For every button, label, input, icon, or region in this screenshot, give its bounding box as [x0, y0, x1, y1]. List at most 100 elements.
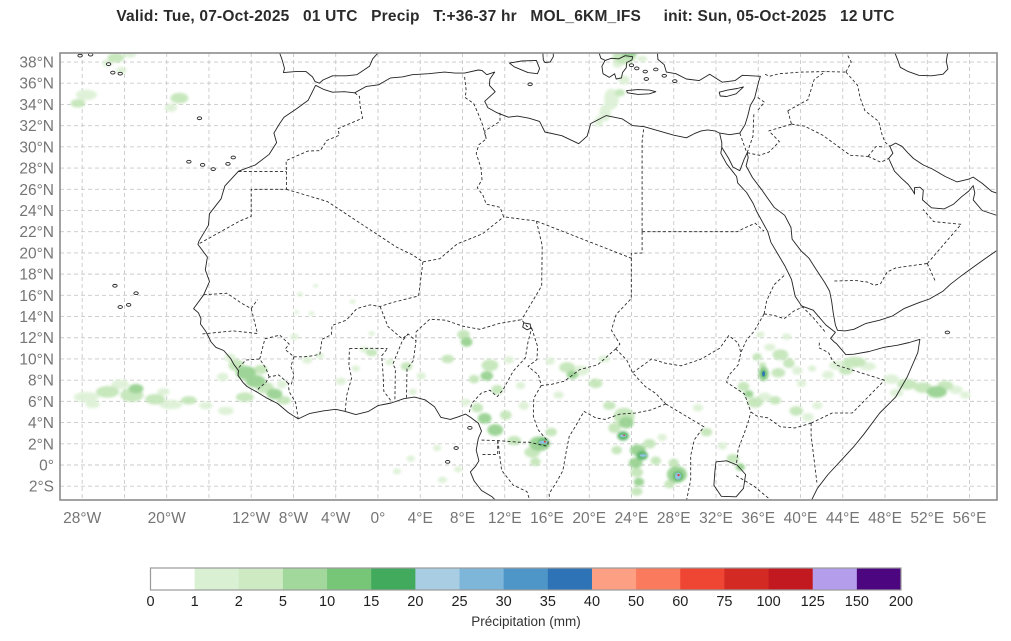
y-tick-label: 28°N: [19, 161, 54, 178]
country-border-path: [810, 423, 818, 483]
precip-cell: [518, 401, 530, 410]
precip-cell: [216, 372, 229, 382]
precip-cell: [75, 89, 97, 101]
basemap-layer: [77, 53, 997, 500]
precip-cell: [588, 378, 603, 389]
precip-cell: [842, 356, 867, 368]
precip-cell: [822, 370, 834, 380]
coastline-path: [542, 53, 554, 63]
precip-cell: [468, 374, 480, 384]
precip-cell: [782, 333, 792, 340]
country-border-path: [641, 129, 645, 232]
colorbar-tick-label: 60: [672, 594, 688, 610]
x-tick-label: 36°E: [741, 510, 775, 527]
country-border-path: [294, 261, 424, 358]
colorbar-segment: [371, 568, 416, 590]
country-border-path: [867, 146, 885, 157]
precip-intense-core: [762, 371, 765, 377]
country-border-path: [532, 385, 549, 447]
country-border-path: [735, 475, 772, 500]
x-tick-label: 44°E: [826, 510, 860, 527]
precip-cell: [266, 388, 283, 400]
colorbar-tick-label: 125: [801, 594, 825, 610]
x-tick-label: 48°E: [868, 510, 902, 527]
precip-cell: [487, 424, 504, 436]
colorbar-segment: [238, 568, 284, 590]
axis-labels: 38°N 36°N 34°N 32°N 30°N 28°N 26°N 24°N 22°N 20°N…: [19, 55, 986, 527]
precip-cell: [235, 392, 254, 402]
precip-cell: [553, 391, 564, 399]
y-tick-label: 34°N: [19, 97, 54, 114]
y-tick-label: 22°N: [19, 224, 54, 241]
precip-cell: [180, 396, 197, 405]
country-border-path: [747, 123, 792, 156]
country-border-path: [344, 348, 353, 411]
y-tick-label: 36°N: [19, 76, 54, 93]
precip-cell: [657, 433, 667, 442]
precip-cell: [530, 457, 541, 467]
country-border-path: [764, 306, 827, 334]
colorbar-tick-label: 50: [628, 594, 644, 610]
island-outline: [112, 283, 118, 288]
precip-cell: [764, 343, 776, 352]
precip-cell: [630, 467, 644, 478]
precip-cell: [807, 365, 817, 372]
precip-cell: [737, 381, 750, 392]
precip-cell: [368, 331, 375, 336]
precip-cell: [477, 413, 492, 424]
precip-cell: [296, 292, 303, 297]
map-gridlines: [60, 53, 997, 500]
precip-cell: [611, 445, 622, 455]
precip-cell: [437, 476, 448, 484]
colorbar-tick-label: 100: [756, 594, 780, 610]
country-border-path: [464, 76, 487, 140]
island-outline: [117, 305, 123, 309]
colorbar-tick-label: 150: [845, 594, 869, 610]
colorbar-caption: Précipitation (mm): [471, 614, 581, 629]
country-border-path: [926, 224, 962, 264]
coastline-path: [889, 142, 997, 194]
precip-cell: [559, 362, 575, 373]
coastline-path: [279, 53, 379, 84]
colorbar-segment: [547, 568, 593, 590]
x-tick-label: 8°E: [450, 510, 475, 527]
precip-cell: [960, 391, 971, 399]
precip-cell: [170, 92, 189, 104]
precip-cell: [293, 310, 300, 315]
precip-cell: [636, 55, 648, 63]
precip-cell: [335, 377, 347, 385]
country-border-path: [665, 403, 705, 500]
precip-cell: [792, 366, 803, 375]
x-tick-label: 28°E: [657, 510, 691, 527]
island-outline: [653, 67, 659, 72]
country-border-path: [810, 379, 885, 424]
precip-cell: [432, 444, 442, 452]
coastline-path: [657, 53, 761, 134]
precip-cell: [743, 390, 754, 398]
country-border-path: [763, 273, 786, 314]
y-tick-label: 10°N: [19, 351, 54, 368]
country-border-path: [834, 263, 928, 286]
precip-cell: [602, 401, 616, 410]
colorbar-frame: [149, 567, 902, 591]
precip-cell: [157, 388, 170, 396]
precip-cell: [883, 374, 900, 384]
x-tick-label: 32°E: [699, 510, 733, 527]
colorbar-tick-label: 15: [363, 594, 379, 610]
colorbar-tick-label: 2: [235, 594, 243, 610]
precip-cell: [128, 383, 144, 394]
precip-cell: [123, 53, 137, 58]
y-tick-label: 2°S: [29, 479, 54, 496]
country-border-path: [237, 358, 270, 378]
country-border-path: [521, 221, 543, 320]
colorbar-segment: [812, 568, 858, 590]
y-tick-label: 30°N: [19, 139, 54, 156]
precip-cell: [471, 402, 484, 413]
y-tick-label: 16°N: [19, 288, 54, 305]
island-outline: [944, 330, 951, 335]
precip-cell: [628, 457, 643, 469]
precip-cell: [365, 348, 378, 357]
island-outline: [126, 303, 132, 307]
y-tick-label: 32°N: [19, 118, 54, 135]
